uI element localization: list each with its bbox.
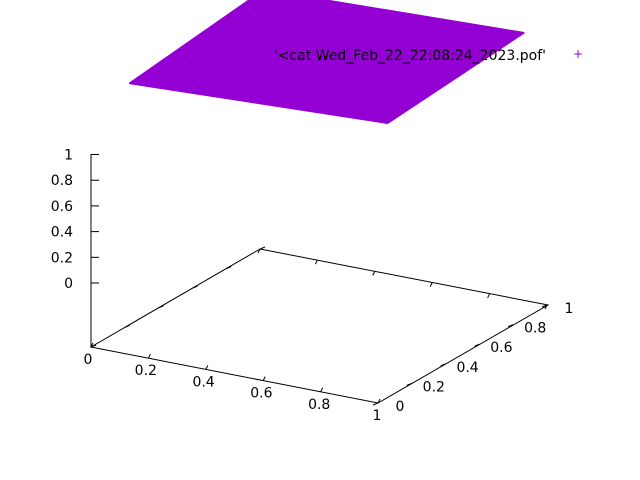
y-tick-mark <box>158 305 164 309</box>
x-tick-mark <box>377 398 381 404</box>
x-tick-mark <box>205 365 209 370</box>
x-tick-mark <box>257 248 261 254</box>
x-tick-mark <box>372 271 376 276</box>
y-tick-label: 0.8 <box>524 321 546 337</box>
base-plane-outline <box>89 248 550 404</box>
y-tick-mark <box>192 285 198 289</box>
x-tick-mark <box>487 293 491 299</box>
y-tick-mark <box>440 363 446 367</box>
y-tick-mark <box>541 304 548 308</box>
y-tick-label: 0.6 <box>490 340 512 356</box>
legend: '<cat Wed_Feb_22_22:08:24_2023.pof' + <box>274 47 583 64</box>
y-tick-label: 0 <box>396 399 405 415</box>
y-tick-mark <box>259 246 266 250</box>
y-tick-label: 1 <box>565 301 574 317</box>
legend-marker-plus: + <box>573 47 583 61</box>
z-tick-label: 0.8 <box>51 173 73 189</box>
legend-label: '<cat Wed_Feb_22_22:08:24_2023.pof' <box>274 48 546 64</box>
x-tick-mark <box>147 353 151 359</box>
z-tick-label: 0.2 <box>51 250 73 266</box>
x-tick-label: 0.6 <box>250 386 272 402</box>
z-tick-label: 0 <box>64 276 73 292</box>
x-tick-label: 0.8 <box>308 397 330 413</box>
y-tick-label: 0.2 <box>423 379 445 395</box>
x-tick-mark <box>314 259 318 265</box>
x-tick-label: 0.4 <box>192 374 214 390</box>
axes-frame <box>89 154 550 404</box>
data-surface <box>129 0 525 124</box>
tick-labels: 00.20.40.60.8100.20.40.60.8100.20.40.60.… <box>51 148 574 425</box>
z-tick-label: 0.4 <box>51 225 73 241</box>
y-tick-mark <box>90 344 97 348</box>
x-tick-label: 0 <box>84 352 93 368</box>
z-tick-label: 1 <box>64 148 73 164</box>
y-tick-mark <box>226 266 232 270</box>
x-tick-mark <box>429 282 433 287</box>
y-tick-mark <box>508 324 514 328</box>
y-tick-mark <box>372 402 379 406</box>
y-tick-mark <box>406 382 412 386</box>
surface-sheet <box>129 0 525 124</box>
z-tick-label: 0.6 <box>51 199 73 215</box>
x-tick-mark <box>320 387 324 393</box>
x-tick-label: 1 <box>373 408 382 424</box>
y-tick-mark <box>124 324 130 328</box>
y-tick-label: 0.4 <box>456 360 478 376</box>
x-tick-label: 0.2 <box>135 363 157 379</box>
x-tick-mark <box>262 376 266 381</box>
y-tick-mark <box>474 343 480 347</box>
tick-marks <box>90 154 548 406</box>
